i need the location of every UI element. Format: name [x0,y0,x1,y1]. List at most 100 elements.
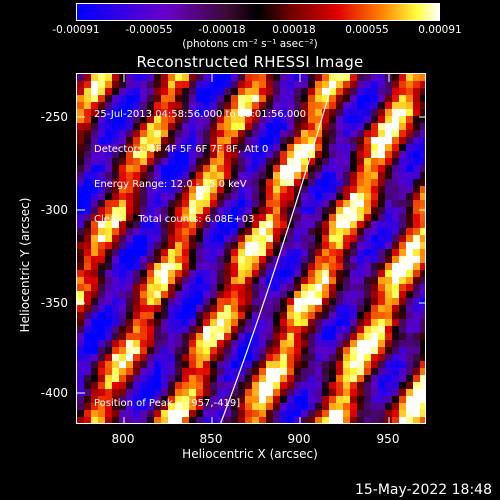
heatmap-cell [294,382,301,389]
heatmap-cell [385,270,392,277]
heatmap-cell [140,235,147,242]
heatmap-cell [315,200,322,207]
heatmap-cell [133,151,140,158]
heatmap-cell [91,326,98,333]
heatmap-cell [161,137,168,144]
heatmap-cell [329,403,336,410]
heatmap-cell [91,312,98,319]
heatmap-cell [329,312,336,319]
heatmap-cell [399,277,406,284]
heatmap-cell [91,74,98,81]
heatmap-cell [259,235,266,242]
heatmap-cell [175,109,182,116]
heatmap-cell [322,221,329,228]
heatmap-cell [252,242,259,249]
heatmap-cell [266,207,273,214]
heatmap-cell [168,95,175,102]
heatmap-cell [182,389,189,396]
heatmap-cell [238,375,245,382]
heatmap-cell [266,326,273,333]
heatmap-cell [154,396,161,403]
heatmap-cell [196,95,203,102]
heatmap-cell [84,116,91,123]
heatmap-cell [364,291,371,298]
heatmap-cell [238,298,245,305]
heatmap-cell [343,214,350,221]
heatmap-cell [357,326,364,333]
heatmap-cell [112,228,119,235]
heatmap-cell [371,179,378,186]
heatmap-cell [322,326,329,333]
heatmap-cell [294,81,301,88]
heatmap-cell [252,312,259,319]
heatmap-cell [84,207,91,214]
heatmap-cell [224,95,231,102]
heatmap-cell [224,200,231,207]
heatmap-cell [119,200,126,207]
heatmap-cell [273,263,280,270]
heatmap-cell [175,291,182,298]
heatmap-cell [112,368,119,375]
heatmap-cell [329,270,336,277]
heatmap-cell [203,340,210,347]
heatmap-cell [196,221,203,228]
image-title: Reconstructed RHESSI Image [136,53,364,71]
heatmap-cell [238,354,245,361]
heatmap-cell [133,410,140,417]
heatmap-cell [112,102,119,109]
heatmap-cell [112,270,119,277]
heatmap-cell [196,144,203,151]
heatmap-cell [77,305,84,312]
heatmap-cell [112,221,119,228]
heatmap-cell [280,200,287,207]
heatmap-cell [399,368,406,375]
heatmap-cell [385,200,392,207]
heatmap-cell [112,291,119,298]
heatmap-cell [147,333,154,340]
heatmap-cell [252,74,259,81]
heatmap-cell [294,347,301,354]
heatmap-cell [252,200,259,207]
heatmap-cell [196,298,203,305]
heatmap-cell [350,368,357,375]
heatmap-cell [280,361,287,368]
heatmap-cell [280,333,287,340]
heatmap-cell [231,284,238,291]
heatmap-cell [420,109,425,116]
heatmap-cell [329,235,336,242]
heatmap-cell [245,74,252,81]
heatmap-cell [189,284,196,291]
heatmap-cell [175,74,182,81]
heatmap-cell [350,123,357,130]
heatmap-cell [231,81,238,88]
heatmap-cell [273,340,280,347]
heatmap-cell [154,186,161,193]
heatmap-cell [420,221,425,228]
heatmap-cell [91,368,98,375]
heatmap-cell [252,333,259,340]
heatmap-cell [280,347,287,354]
heatmap-cell [98,137,105,144]
heatmap-cell [357,277,364,284]
heatmap-cell [378,158,385,165]
heatmap-cell [301,256,308,263]
heatmap-cell [343,256,350,263]
heatmap-cell [273,151,280,158]
heatmap-cell [105,81,112,88]
heatmap-cell [133,137,140,144]
heatmap-cell [266,186,273,193]
heatmap-cell [371,389,378,396]
heatmap-cell [238,74,245,81]
heatmap-cell [203,207,210,214]
heatmap-cell [161,249,168,256]
heatmap-cell [112,354,119,361]
heatmap-cell [385,263,392,270]
heatmap-cell [112,207,119,214]
heatmap-cell [98,347,105,354]
heatmap-cell [406,277,413,284]
heatmap-cell [322,214,329,221]
heatmap-cell [147,368,154,375]
heatmap-cell [196,81,203,88]
heatmap-cell [413,354,420,361]
heatmap-cell [371,109,378,116]
